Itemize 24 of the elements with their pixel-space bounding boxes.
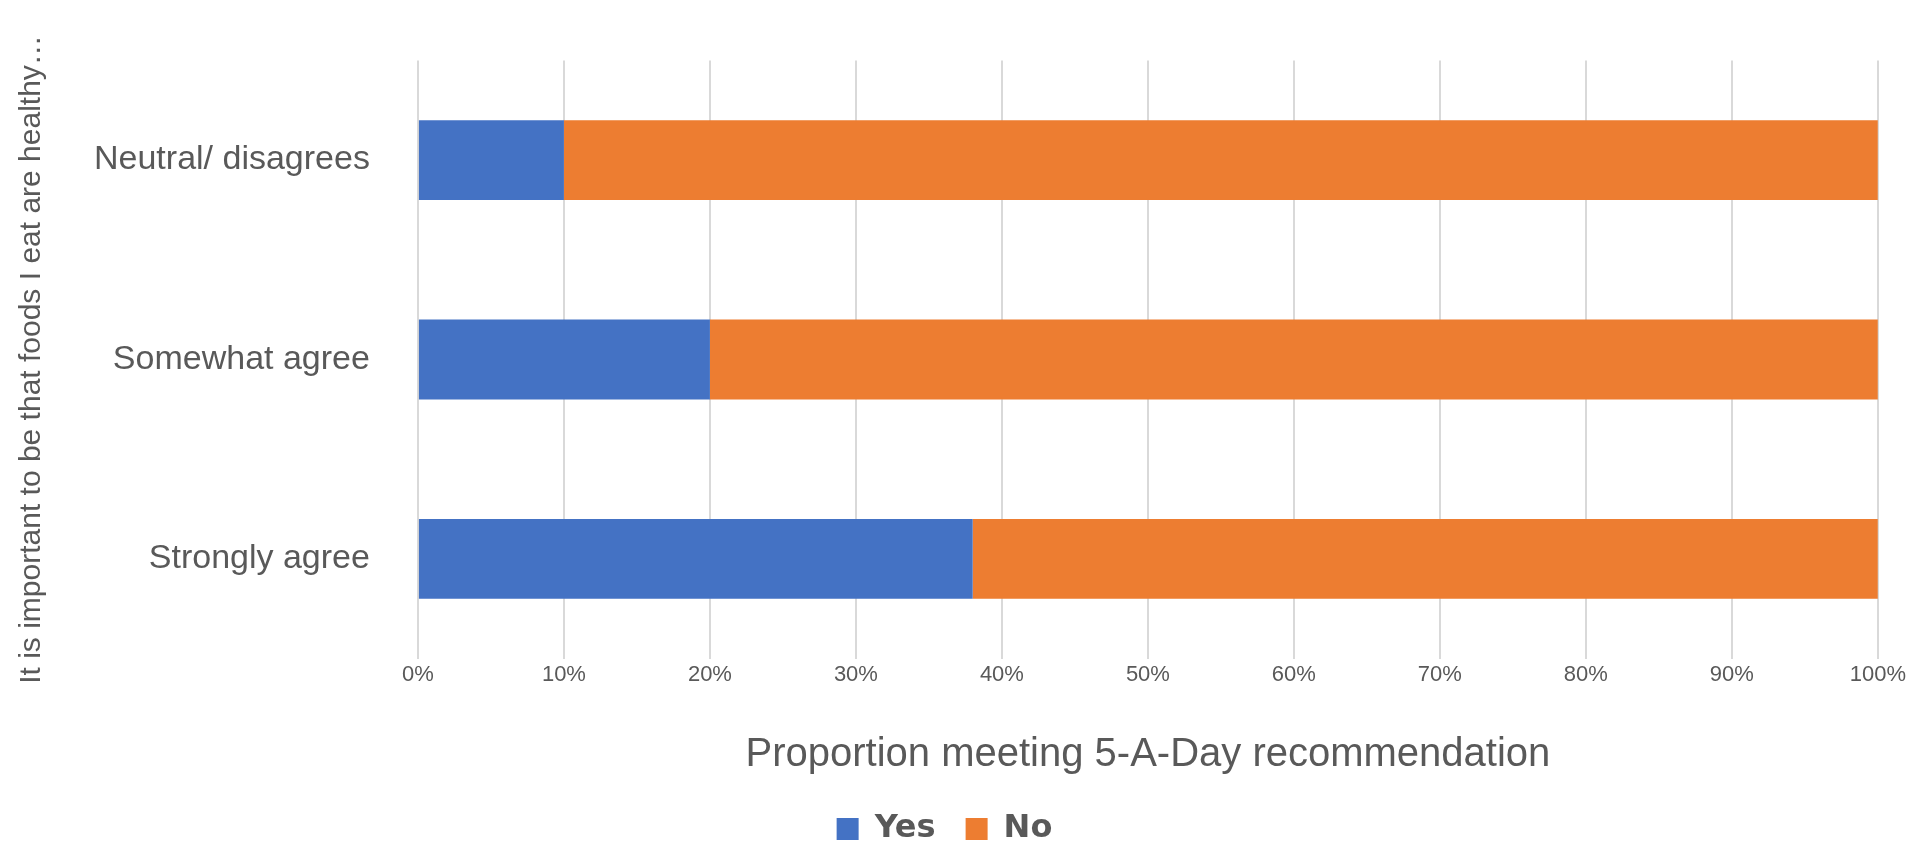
x-tick-label: 80% [1563,660,1608,686]
x-tick-label: 40% [979,660,1024,686]
legend-label: Yes [873,807,936,846]
x-tick-label: 20% [687,660,732,686]
x-tick-label: 60% [1271,660,1316,686]
y-tick-label: Strongly agree [148,537,370,576]
bar [709,319,1878,400]
x-tick-label: 70% [1417,660,1462,686]
x-tick-label: 100% [1849,660,1907,686]
x-tick-label: 30% [833,660,878,686]
bar [418,120,564,200]
y-tick-label: Neutral/ disagrees [94,138,370,177]
x-tick-label: 90% [1709,660,1754,686]
legend-label: No [1003,807,1053,846]
x-axis-title: Proportion meeting 5-A-Day recommendation [745,730,1551,775]
x-tick-label: 0% [402,660,434,686]
y-tick-label: Somewhat agree [112,337,370,376]
x-tick-label: 10% [541,660,586,686]
bar [972,519,1878,599]
bar [418,519,973,599]
y-axis-title: It is important to be that foods I eat are healthy… [13,35,47,684]
x-tick-label: 50% [1125,660,1170,686]
bar [418,319,710,400]
bar [563,120,1878,200]
